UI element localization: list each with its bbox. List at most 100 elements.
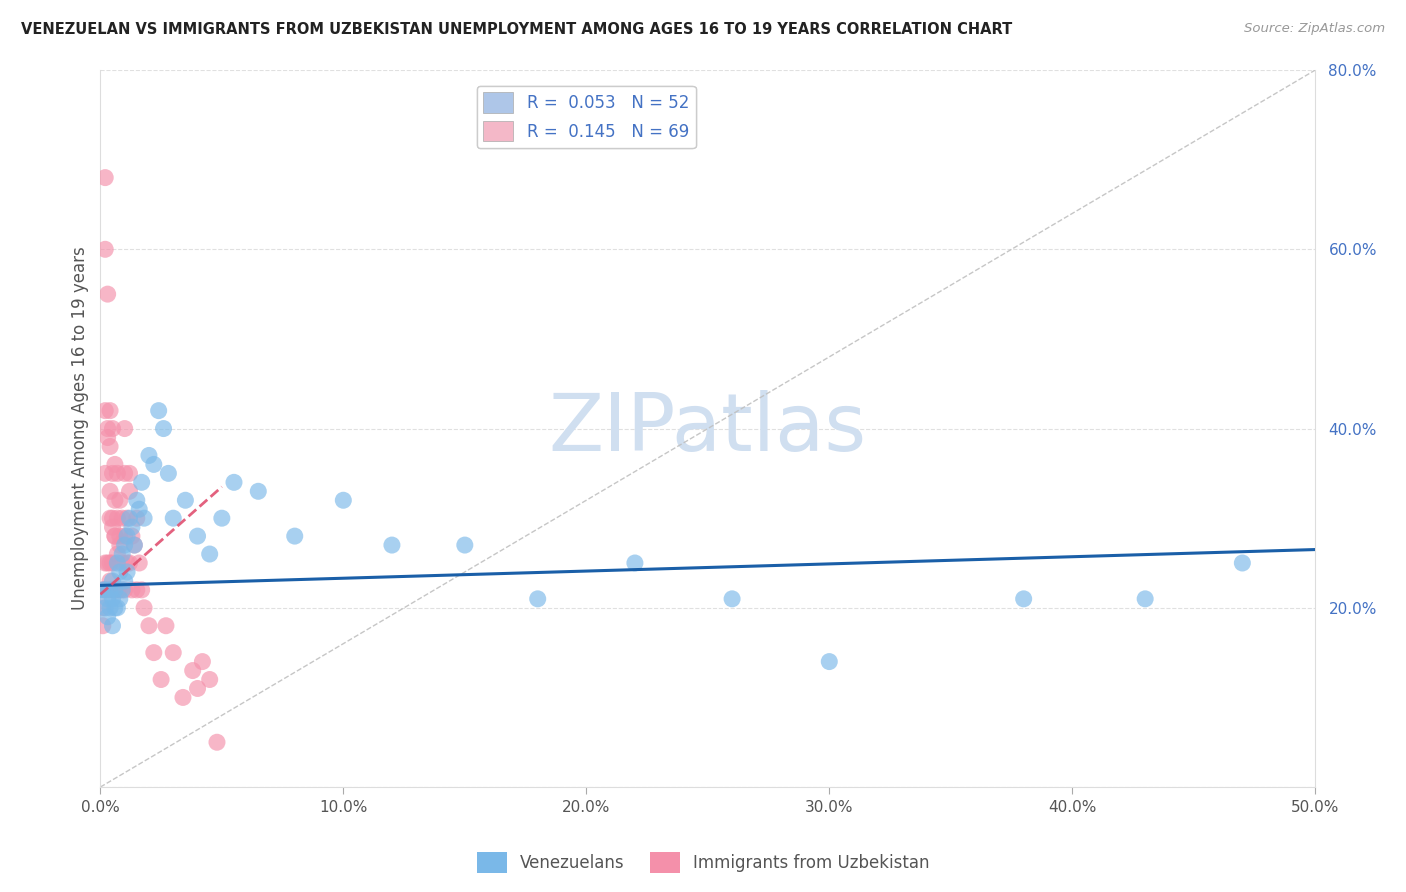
Point <box>101 618 124 632</box>
Point <box>131 475 153 490</box>
Point <box>104 529 127 543</box>
Point <box>128 556 150 570</box>
Point <box>1012 591 1035 606</box>
Point <box>105 511 128 525</box>
Point <box>104 529 127 543</box>
Text: Source: ZipAtlas.com: Source: ZipAtlas.com <box>1244 22 1385 36</box>
Point <box>152 421 174 435</box>
Point <box>114 467 136 481</box>
Point <box>1232 556 1254 570</box>
Point <box>101 421 124 435</box>
Point <box>162 511 184 525</box>
Point <box>94 242 117 256</box>
Point <box>1133 591 1156 606</box>
Point <box>91 582 114 597</box>
Point <box>186 681 208 696</box>
Point <box>131 582 153 597</box>
Point <box>115 529 138 543</box>
Point <box>198 673 221 687</box>
Point <box>526 591 548 606</box>
Y-axis label: Unemployment Among Ages 16 to 19 years: Unemployment Among Ages 16 to 19 years <box>72 247 89 610</box>
Point <box>105 547 128 561</box>
Point <box>91 600 114 615</box>
Point <box>114 421 136 435</box>
Point <box>108 493 131 508</box>
Point <box>101 556 124 570</box>
Point <box>222 475 245 490</box>
Point <box>98 511 121 525</box>
Point <box>284 529 307 543</box>
Point <box>94 600 117 615</box>
Point <box>97 430 120 444</box>
Point <box>101 520 124 534</box>
Point <box>818 655 841 669</box>
Point <box>94 582 117 597</box>
Point <box>155 618 177 632</box>
Text: VENEZUELAN VS IMMIGRANTS FROM UZBEKISTAN UNEMPLOYMENT AMONG AGES 16 TO 19 YEARS : VENEZUELAN VS IMMIGRANTS FROM UZBEKISTAN… <box>21 22 1012 37</box>
Point <box>125 511 148 525</box>
Point <box>332 493 354 508</box>
Point <box>138 618 160 632</box>
Point <box>132 600 155 615</box>
Point <box>98 574 121 588</box>
Point <box>98 403 121 417</box>
Point <box>205 735 228 749</box>
Point <box>104 582 127 597</box>
Point <box>111 582 134 597</box>
Point <box>108 565 131 579</box>
Point <box>174 493 197 508</box>
Point <box>97 582 120 597</box>
Point <box>114 529 136 543</box>
Point <box>114 574 136 588</box>
Point <box>97 421 120 435</box>
Point <box>105 467 128 481</box>
Point <box>105 600 128 615</box>
Point <box>98 484 121 499</box>
Point <box>104 582 127 597</box>
Point <box>97 609 120 624</box>
Point <box>111 511 134 525</box>
Point <box>94 467 117 481</box>
Point <box>142 646 165 660</box>
Point <box>118 511 141 525</box>
Point <box>97 287 120 301</box>
Point <box>101 582 124 597</box>
Point <box>128 502 150 516</box>
Point <box>132 511 155 525</box>
Point <box>98 556 121 570</box>
Point <box>148 403 170 417</box>
Point <box>115 565 138 579</box>
Point <box>191 655 214 669</box>
Point <box>114 582 136 597</box>
Point <box>104 493 127 508</box>
Point <box>104 458 127 472</box>
Point <box>624 556 647 570</box>
Point <box>101 591 124 606</box>
Point <box>721 591 744 606</box>
Point <box>111 556 134 570</box>
Point <box>138 449 160 463</box>
Point <box>124 538 146 552</box>
Point <box>111 547 134 561</box>
Point <box>121 520 143 534</box>
Point <box>104 600 127 615</box>
Point <box>101 574 124 588</box>
Point <box>125 582 148 597</box>
Point <box>97 591 120 606</box>
Point <box>172 690 194 705</box>
Point <box>115 511 138 525</box>
Point <box>118 484 141 499</box>
Point <box>94 582 117 597</box>
Point <box>108 582 131 597</box>
Point <box>94 403 117 417</box>
Point <box>162 646 184 660</box>
Point <box>105 582 128 597</box>
Point <box>211 511 233 525</box>
Legend: R =  0.053   N = 52, R =  0.145   N = 69: R = 0.053 N = 52, R = 0.145 N = 69 <box>477 86 696 148</box>
Point <box>118 467 141 481</box>
Point <box>101 511 124 525</box>
Point <box>247 484 270 499</box>
Point <box>91 582 114 597</box>
Point <box>125 493 148 508</box>
Point <box>105 556 128 570</box>
